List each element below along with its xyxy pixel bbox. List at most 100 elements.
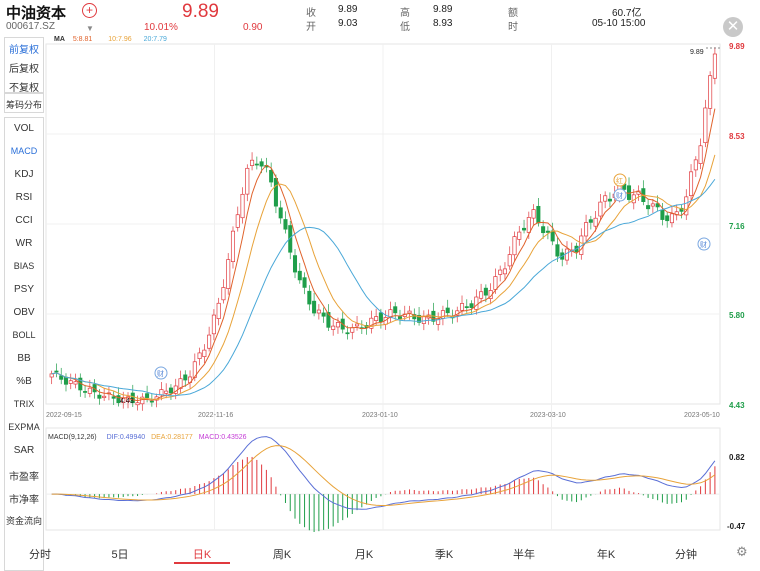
indicator-4[interactable]: CCI	[15, 215, 33, 226]
ma20-value: 20:7.79	[143, 36, 167, 43]
indicator-3[interactable]: RSI	[15, 192, 33, 203]
close-icon[interactable]: ✕	[723, 17, 743, 37]
candle-body	[531, 209, 536, 219]
candle-body	[83, 391, 88, 393]
macd-axis-top: 0.82	[729, 453, 745, 462]
candle-body	[665, 215, 670, 222]
candle-body	[331, 325, 336, 330]
candle-body	[216, 302, 221, 319]
candle-body	[397, 316, 403, 319]
stock-code: 000617.SZ	[6, 21, 55, 32]
add-watchlist-icon[interactable]: +	[82, 3, 97, 18]
candle-body	[278, 207, 283, 219]
candle-body	[316, 309, 321, 314]
indicator-15[interactable]: 市盈率	[9, 472, 39, 483]
candle-body	[550, 230, 555, 242]
indicator-5[interactable]: WR	[15, 238, 33, 249]
candle-body	[149, 400, 154, 403]
candle-body	[517, 231, 522, 240]
candle-body	[388, 309, 393, 319]
finance-marker-label: 财	[616, 191, 623, 200]
ma10-value: 10:7.96	[108, 36, 132, 43]
candle-body	[536, 205, 541, 224]
candle-body	[211, 314, 216, 335]
ma-lines	[51, 108, 716, 402]
period-tab-1[interactable]: 5日	[111, 549, 129, 561]
period-tab-6[interactable]: 半年	[513, 549, 535, 561]
indicator-12[interactable]: TRIX	[13, 399, 35, 409]
candle-body	[603, 195, 608, 202]
candle-body	[698, 145, 703, 164]
chip-distribution-button[interactable]: 筹码分布	[5, 100, 42, 110]
indicator-13[interactable]: EXPMA	[8, 422, 40, 432]
period-tab-3[interactable]: 周K	[272, 549, 292, 561]
kline-chart[interactable]: 9.89 8.53 7.16 5.80 4.43 2022-09-15 2022-11-16…	[0, 0, 760, 540]
indicator-2[interactable]: KDJ	[14, 169, 34, 180]
caret-down-icon[interactable]: ▼	[86, 24, 94, 33]
current-price: 9.89	[182, 1, 219, 22]
indicator-1[interactable]: MACD	[10, 146, 38, 156]
candle-body	[588, 219, 593, 223]
indicator-6[interactable]: BIAS	[13, 261, 35, 271]
candle-body	[297, 270, 302, 281]
settings-gear-icon[interactable]: ⚙	[736, 544, 748, 559]
axis-labels: 9.89 8.53 7.16 5.80 4.43 2022-09-15 2022-11-16…	[46, 42, 746, 531]
indicator-9[interactable]: BOLL	[12, 330, 36, 340]
candle-body	[526, 217, 531, 233]
candle-body	[445, 307, 450, 314]
high-label: 高	[400, 8, 410, 19]
ma-legend: MA 5:8.81 10:7.96 20:7.79	[54, 36, 167, 43]
candle-body	[369, 317, 374, 329]
ma5-line	[51, 108, 716, 402]
indicator-17[interactable]: 资金流向	[5, 516, 42, 526]
dea-line	[51, 445, 716, 507]
candle-body	[374, 316, 379, 321]
indicator-8[interactable]: OBV	[13, 307, 35, 318]
candle-body	[493, 276, 498, 290]
candle-body	[63, 376, 69, 385]
candle-body	[125, 396, 131, 402]
candle-body	[541, 226, 546, 234]
period-tab-0[interactable]: 分时	[29, 549, 51, 561]
candle-body	[660, 209, 665, 220]
ma-label: MA	[54, 36, 65, 43]
fq-option-1[interactable]: 后复权	[9, 64, 39, 75]
period-tab-5[interactable]: 季K	[434, 549, 454, 561]
candle-body	[230, 230, 236, 262]
period-tab-2[interactable]: 日K	[192, 549, 212, 561]
time-label: 时	[508, 22, 518, 33]
candle-body	[202, 349, 207, 358]
fq-option-0[interactable]: 前复权	[9, 45, 39, 56]
candle-body	[283, 219, 288, 230]
period-tab-8[interactable]: 分钟	[675, 549, 697, 561]
candle-body	[712, 53, 717, 79]
price-axis-label: 9.89	[729, 42, 745, 51]
indicator-14[interactable]: SAR	[13, 445, 35, 456]
fq-box	[4, 37, 44, 93]
indicator-0[interactable]: VOL	[13, 123, 34, 134]
candle-body	[507, 254, 512, 267]
candle-body	[59, 375, 64, 380]
candle-body	[555, 244, 560, 257]
candle-body	[288, 225, 293, 253]
candle-body	[522, 227, 527, 231]
candle-body	[183, 374, 188, 381]
indicator-11[interactable]: %B	[16, 376, 32, 387]
price-axis-label: 7.16	[729, 222, 745, 231]
change-percent: 10.01%	[144, 22, 178, 33]
candle-body	[111, 396, 116, 399]
candle-body	[159, 389, 164, 396]
low-value: 8.93	[433, 18, 453, 29]
fq-option-2[interactable]: 不复权	[9, 83, 39, 94]
indicator-7[interactable]: PSY	[13, 284, 34, 295]
period-tab-4[interactable]: 月K	[354, 549, 374, 561]
indicator-10[interactable]: BB	[17, 353, 31, 364]
period-tab-7[interactable]: 年K	[596, 549, 616, 561]
candle-body	[68, 380, 73, 384]
candle-body	[689, 171, 694, 196]
candle-body	[564, 248, 570, 261]
indicator-16[interactable]: 市净率	[9, 495, 39, 506]
candle-body	[121, 398, 126, 403]
candle-body	[207, 334, 212, 349]
candle-body	[335, 322, 340, 328]
